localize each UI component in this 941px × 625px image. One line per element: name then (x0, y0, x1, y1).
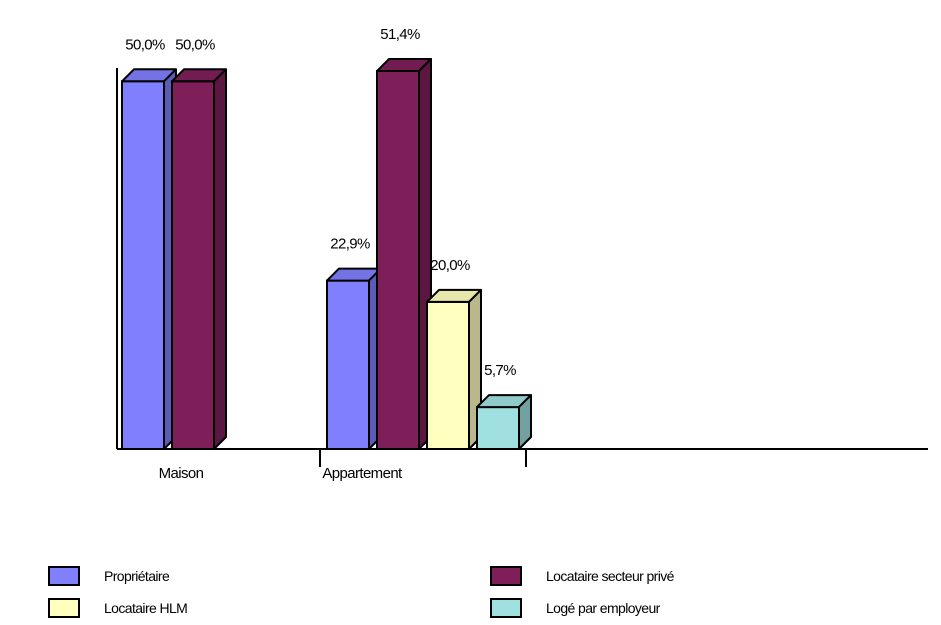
legend-swatch (490, 598, 522, 618)
legend-label: Logé par employeur (546, 600, 660, 616)
data-label-maison-locataire-secteur-prive: 50,0% (175, 36, 215, 53)
legend-label: Locataire secteur privé (546, 568, 674, 584)
data-label-appartement-proprietaire: 22,9% (330, 236, 370, 253)
legend-item-locataire-secteur-prive: Locataire secteur privé (490, 566, 674, 586)
legend-swatch (48, 598, 80, 618)
data-label-appartement-locataire-hlm: 20,0% (430, 257, 470, 274)
chart-bars (121, 58, 532, 451)
x-tick-label-appartement: Appartement (322, 465, 403, 482)
bar-appartement-locataire-secteur-prive (376, 58, 432, 450)
data-label-appartement-locataire-secteur-prive: 51,4% (380, 26, 420, 43)
bar-maison-proprietaire (121, 68, 177, 451)
bar-appartement-proprietaire (326, 267, 382, 450)
legend-label: Propriétaire (104, 568, 170, 584)
data-label-maison-proprietaire: 50,0% (125, 36, 165, 53)
chart-axes (116, 68, 928, 467)
legend-item-locataire-hlm: Locataire HLM (48, 598, 188, 618)
bar-maison-locataire-secteur-prive (171, 68, 227, 451)
legend-item-loge-par-employeur: Logé par employeur (490, 598, 660, 618)
legend-label: Locataire HLM (104, 600, 188, 616)
chart-labels: Maison Appartement 50,0% 50,0% 22,9% 51,4% 20,… (125, 26, 517, 482)
legend-swatch (48, 566, 80, 586)
legend-swatch (490, 566, 522, 586)
data-label-appartement-loge-par-employeur: 5,7% (484, 362, 516, 379)
bar-appartement-loge-par-employeur (476, 394, 532, 451)
legend-item-proprietaire: Propriétaire (48, 566, 170, 586)
x-tick-label-maison: Maison (159, 465, 204, 482)
bar-appartement-locataire-hlm (426, 288, 482, 450)
